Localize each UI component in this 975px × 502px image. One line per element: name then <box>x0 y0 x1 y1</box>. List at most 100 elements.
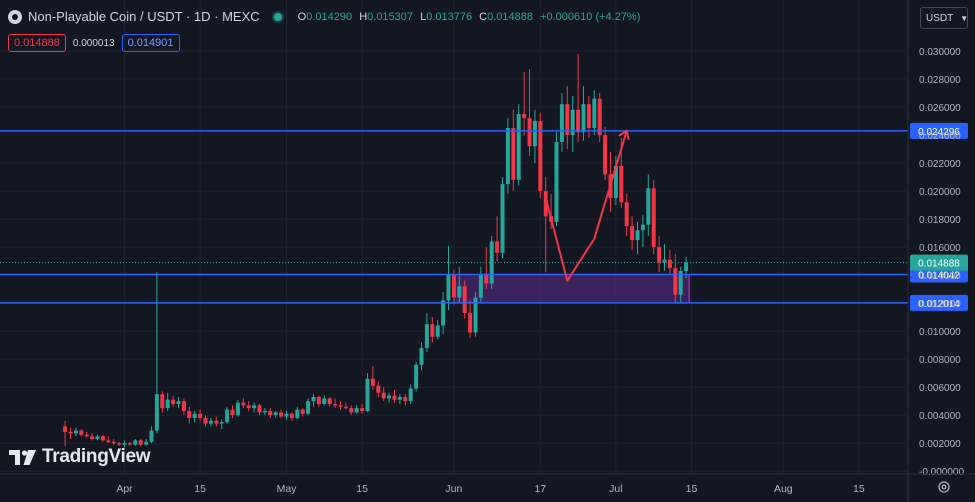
level-price-label: 0.014042 <box>918 271 960 282</box>
price-tick-label: 0.006000 <box>919 383 961 394</box>
candle-body <box>176 401 181 404</box>
candle-body <box>117 443 122 445</box>
candle-body <box>111 441 116 444</box>
candle-body <box>435 325 440 337</box>
candle-body <box>500 184 505 253</box>
price-tick-label: 0.020000 <box>919 187 961 198</box>
candle-body <box>311 396 316 402</box>
low-key: L <box>420 10 427 23</box>
candle-body <box>349 408 354 413</box>
candle-body <box>673 268 678 295</box>
candle-body <box>257 405 262 413</box>
drawn-arrow-head <box>618 129 630 141</box>
drawn-path[interactable] <box>544 129 630 282</box>
candle-body <box>630 226 635 241</box>
current-price-tag <box>910 254 968 271</box>
candle-body <box>214 420 219 424</box>
candle-body <box>451 275 456 298</box>
candle-body <box>397 396 402 400</box>
horizontal-levels[interactable]: 0.024296 0.014042 0.012014 0.014888 <box>0 122 968 311</box>
price-tick-label: 0.024000 <box>919 131 961 142</box>
level-price-label: 0.024296 <box>918 127 960 138</box>
currency-select[interactable]: USDT ▼ <box>920 7 968 29</box>
drawn-trend-path[interactable] <box>544 130 628 282</box>
candle-body <box>133 440 138 445</box>
candle-body <box>365 378 370 411</box>
sell-price-button[interactable]: 0.014888 <box>8 34 66 52</box>
candle-body <box>230 409 235 416</box>
close-value: 0.014888 <box>487 10 534 23</box>
candle-body <box>678 270 683 295</box>
candle-body <box>570 109 575 136</box>
candle-body <box>279 412 284 417</box>
price-tick-label: 0.026000 <box>919 103 961 114</box>
candle-body <box>370 378 375 386</box>
candle-body <box>208 420 213 424</box>
candle-body <box>360 408 365 411</box>
candle-body <box>198 413 203 418</box>
level-price-label: 0.012014 <box>918 299 960 310</box>
price-tick-label: 0.030000 <box>919 47 961 58</box>
candle-body <box>441 300 446 326</box>
gear-icon[interactable] <box>937 480 951 494</box>
candle-body <box>95 436 100 439</box>
candle-body <box>154 394 159 431</box>
time-tick-label: May <box>277 483 298 495</box>
symbol-title[interactable]: Non-Playable Coin / USDT · 1D · MEXC <box>28 9 260 24</box>
candle-body <box>613 165 618 199</box>
candle-body <box>419 347 424 365</box>
candle-body <box>322 398 327 404</box>
candle-body <box>144 441 149 445</box>
chevron-down-icon: ▼ <box>960 13 969 23</box>
candle-body <box>73 430 78 434</box>
candle-body <box>408 388 413 402</box>
time-tick-label: Aug <box>774 483 793 495</box>
candle-body <box>640 224 645 231</box>
candle-body <box>273 412 278 416</box>
candle-body <box>624 202 629 227</box>
candle-body <box>532 121 537 147</box>
price-tick-label: 0.014000 <box>919 271 961 282</box>
candle-body <box>376 385 381 393</box>
price-tick-label: -0.000000 <box>919 467 964 478</box>
candle-body <box>468 312 473 333</box>
zone-rectangle[interactable] <box>453 274 690 303</box>
ohlc-values: O0.014290 H0.015307 L0.013776 C0.014888 … <box>294 11 641 23</box>
price-zone[interactable] <box>453 274 690 303</box>
grid-lines <box>0 0 908 474</box>
candle-body <box>554 142 559 222</box>
time-axis[interactable]: Apr 15 May 15 Jun 17 Jul 15 Aug 15 <box>0 473 975 495</box>
candle-body <box>354 408 359 413</box>
candle-body <box>300 409 305 414</box>
price-tick-label: 0.012000 <box>919 299 961 310</box>
candle-body <box>338 405 343 407</box>
candle-body <box>446 275 451 301</box>
candle-body <box>63 426 68 432</box>
buy-price-button[interactable]: 0.014901 <box>121 34 180 52</box>
current-price-label: 0.014888 <box>918 259 960 270</box>
time-tick-label: 15 <box>194 483 206 495</box>
candle-body <box>462 286 467 313</box>
candle-body <box>316 396 321 404</box>
time-tick-label: 15 <box>853 483 865 495</box>
candle-body <box>225 409 230 423</box>
time-tick-label: 15 <box>686 483 698 495</box>
candle-body <box>619 165 624 203</box>
candle-body <box>268 410 273 416</box>
candle-body <box>187 410 192 418</box>
candle-body <box>246 405 251 409</box>
low-value: 0.013776 <box>426 10 473 23</box>
time-tick-label: 15 <box>356 483 368 495</box>
tradingview-logo-text: TradingView <box>42 446 151 467</box>
candle-body <box>527 118 532 147</box>
symbol-logo-icon <box>8 9 22 24</box>
price-tick-label: 0.018000 <box>919 215 961 226</box>
price-axis[interactable]: 0.030000 0.028000 0.026000 0.024000 0.022000… <box>907 0 964 502</box>
candle-body <box>667 259 672 269</box>
candle-body <box>559 104 564 143</box>
candle-body <box>252 405 257 409</box>
open-key: O <box>297 10 307 23</box>
candle-body <box>522 114 527 119</box>
candle-body <box>171 399 176 404</box>
